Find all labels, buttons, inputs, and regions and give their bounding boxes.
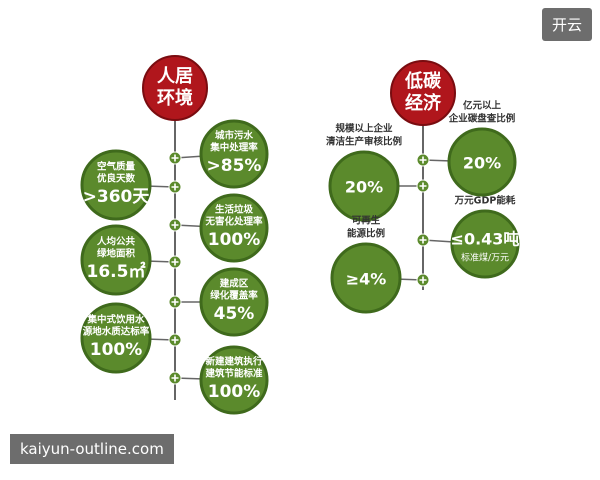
node-label: 优良天数 [97, 173, 136, 185]
node-value: >360天 [83, 187, 151, 207]
node-value: 100% [208, 230, 261, 250]
node-circle [80, 224, 152, 296]
node-label: 新建建筑执行 [205, 356, 263, 368]
node-value: 100% [90, 340, 143, 360]
node-value: ≤0.43吨 [451, 230, 520, 249]
node-value: ≥4% [346, 270, 387, 289]
node-circle [199, 193, 269, 263]
node-circle [330, 242, 402, 314]
node-label: 亿元以上 [463, 100, 502, 112]
title-text: 人居 [157, 66, 193, 87]
title-text: 低碳 [404, 70, 442, 92]
node-label: 绿地面积 [97, 248, 136, 260]
node-label: 绿化覆盖率 [210, 290, 258, 302]
node-label: 万元GDP能耗 [454, 195, 516, 207]
node-value: >85% [207, 156, 262, 176]
footer-url: kaiyun-outline.com [10, 434, 174, 464]
plus [419, 182, 427, 190]
node-label: 能源比例 [347, 228, 385, 240]
node-circle [450, 209, 520, 279]
node-label: 集中式饮用水 [86, 314, 145, 326]
node-label: 无害化处理率 [204, 216, 263, 228]
node-value: 100% [208, 382, 261, 402]
node-value: 16.5㎡ [87, 261, 146, 282]
plus [419, 236, 427, 244]
node-value: 20% [345, 178, 383, 197]
plus [171, 221, 179, 229]
node-label: 建成区 [219, 278, 249, 290]
node-label: 源地水质达标率 [83, 326, 150, 338]
title-circle [390, 60, 456, 126]
plus [419, 276, 427, 284]
node-label: 空气质量 [97, 161, 136, 173]
plus [171, 154, 179, 162]
node-value: 20% [463, 154, 501, 173]
node-label: 清洁生产审核比例 [326, 136, 402, 148]
node-circle [80, 302, 152, 374]
node-circle [199, 267, 269, 337]
node-label: 建筑节能标准 [204, 368, 263, 380]
plus [171, 374, 179, 382]
node-label: 规模以上企业 [335, 123, 393, 135]
node-circle [447, 127, 517, 197]
node-value: 45% [214, 304, 255, 324]
node-circle [80, 149, 152, 221]
node-label: 集中处理率 [209, 142, 258, 154]
node-label: 企业碳盘查比例 [448, 113, 516, 125]
plus [171, 258, 179, 266]
plus [171, 336, 179, 344]
node-circle [199, 345, 269, 415]
node-unit: 标准煤/万元 [461, 252, 509, 264]
title-text: 环境 [157, 87, 193, 109]
node-label: 城市污水 [215, 130, 254, 142]
plus [171, 298, 179, 306]
title-circle [142, 55, 208, 121]
node-circle [328, 150, 400, 222]
plus [419, 156, 427, 164]
title-text: 经济 [405, 92, 442, 114]
plus [171, 183, 179, 191]
node-label: 生活垃圾 [215, 204, 254, 216]
node-label: 可再生 [352, 215, 381, 227]
node-label: 人均公共 [97, 236, 136, 248]
node-circle [199, 119, 269, 189]
watermark: 开云 [541, 8, 592, 41]
